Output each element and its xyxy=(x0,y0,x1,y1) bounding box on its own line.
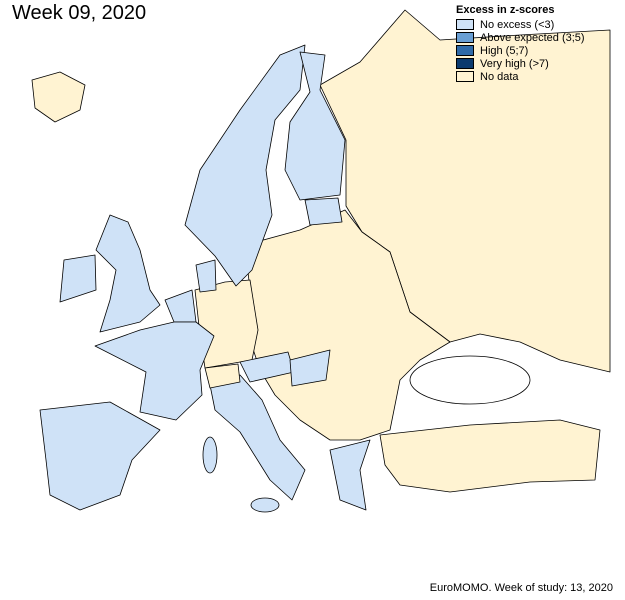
country xyxy=(195,259,217,293)
legend-swatch xyxy=(456,45,474,56)
legend-swatch xyxy=(456,71,474,82)
legend-label: High (5;7) xyxy=(480,44,529,57)
country xyxy=(379,419,601,493)
legend-label: Very high (>7) xyxy=(480,57,549,70)
legend-item: Very high (>7) xyxy=(456,57,585,70)
country xyxy=(94,321,215,421)
black-sea xyxy=(409,355,531,405)
country xyxy=(39,401,161,511)
legend-swatch xyxy=(456,58,474,69)
country xyxy=(329,439,371,511)
country xyxy=(31,71,86,123)
legend-label: No data xyxy=(480,70,519,83)
legend-item: High (5;7) xyxy=(456,44,585,57)
country xyxy=(202,436,218,474)
legend-label: No excess (<3) xyxy=(480,18,555,31)
legend-swatch xyxy=(456,19,474,30)
country xyxy=(184,44,306,287)
country xyxy=(209,374,306,501)
country xyxy=(204,363,241,389)
map-title: Week 09, 2020 xyxy=(12,2,147,24)
legend-title: Excess in z-scores xyxy=(456,4,555,16)
legend-items: No excess (<3) Above expected (3;5) High (… xyxy=(456,18,585,83)
country xyxy=(164,289,197,323)
country xyxy=(319,9,611,373)
country xyxy=(289,349,331,387)
legend-item: No data xyxy=(456,70,585,83)
country xyxy=(284,51,346,201)
legend-item: No excess (<3) xyxy=(456,18,585,31)
country xyxy=(304,197,343,226)
country xyxy=(59,254,97,303)
legend-item: Above expected (3;5) xyxy=(456,31,585,44)
country xyxy=(250,497,280,513)
footer: EuroMOMO. Week of study: 13, 2020 xyxy=(429,582,613,594)
country xyxy=(95,214,161,333)
legend-swatch xyxy=(456,32,474,43)
legend-label: Above expected (3;5) xyxy=(480,31,585,44)
legend: Excess in z-scores No excess (<3) Above e… xyxy=(456,4,585,83)
